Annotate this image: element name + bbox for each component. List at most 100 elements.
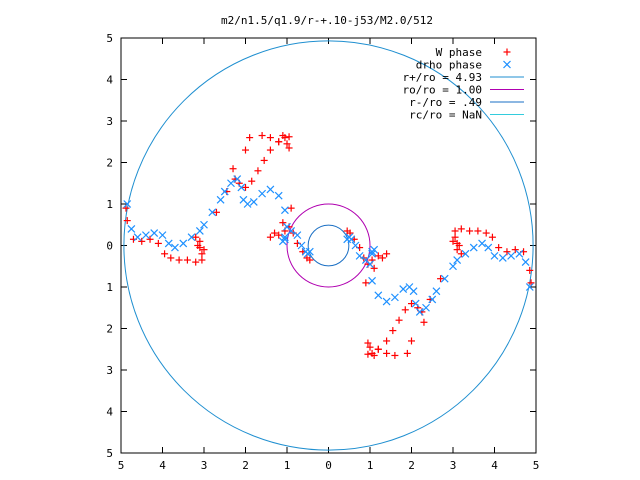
drho-phase-point [515, 249, 524, 258]
w-phase-point [275, 231, 283, 239]
w-phase-point [455, 242, 463, 249]
legend-sample-cross [503, 60, 511, 69]
drho-phase-point [351, 241, 360, 250]
drho-phase-point [461, 249, 470, 258]
y-axis: 5 4 3 2 1 0 1 2 3 4 5 [106, 32, 536, 460]
w-phase-point [364, 339, 372, 347]
drho-phase-point [187, 233, 196, 242]
drho-phase-point [521, 258, 530, 267]
drho-phase-point [281, 235, 289, 244]
w-phase-point [283, 140, 291, 148]
w-phase-point [175, 256, 183, 264]
drho-phase-point [195, 227, 204, 235]
w-phase-point [248, 177, 256, 185]
x-tick-label: 1 [367, 459, 374, 472]
x-tick-label: 4 [159, 459, 166, 472]
drho-phase-point [449, 262, 457, 271]
w-phase-point [395, 316, 403, 324]
w-phase-point [383, 337, 391, 345]
drho-phase-point [409, 287, 418, 296]
drho-phase-point [355, 251, 364, 260]
y-tick-label: 1 [106, 198, 113, 211]
w-phase-point [167, 254, 175, 262]
w-phase-point [451, 233, 459, 241]
drho-phase-point [216, 195, 225, 204]
drho-phase-point [281, 233, 289, 242]
w-phase-point [362, 279, 370, 287]
drho-phase-point [399, 285, 408, 293]
drho-phase-point [227, 179, 235, 188]
w-phase-point [488, 233, 496, 241]
y-tick-label: 2 [106, 323, 113, 336]
x-axis: 5 4 3 2 1 0 1 2 3 4 5 [118, 38, 540, 472]
w-phase-point [271, 229, 279, 237]
w-phase-point [401, 306, 409, 314]
y-tick-label: 3 [106, 115, 113, 128]
drho-phase-point [382, 297, 391, 306]
drho-phase-point [293, 231, 302, 240]
drho-phase-point [297, 241, 306, 250]
w-phase-point [285, 144, 293, 152]
drho-phase-point [525, 283, 534, 291]
drho-phase-point [233, 175, 242, 184]
w-phase-point [266, 134, 274, 142]
y-tick-label: 3 [106, 364, 113, 377]
w-phase-point [389, 327, 397, 335]
drho-phase-point [164, 239, 173, 248]
w-phase-point [192, 233, 200, 241]
w-phase-point [449, 237, 457, 245]
legend-label: W phase [436, 46, 482, 59]
w-phase-point [457, 225, 465, 233]
drho-phase-point [347, 235, 356, 244]
w-phase-point [161, 250, 169, 258]
w-phase-point [306, 256, 314, 264]
w-phase-point [511, 246, 519, 254]
drho-phase-point [133, 233, 142, 242]
w-phase-point [196, 244, 204, 252]
w-phase-point [287, 204, 295, 212]
w-phase-point [242, 183, 249, 191]
circle-ro-boundary [286, 203, 371, 288]
w-phase-point [123, 217, 131, 225]
x-tick-label: 5 [533, 459, 540, 472]
w-phase-point [383, 349, 391, 357]
y-tick-label: 1 [106, 281, 113, 294]
w-phase-point [495, 244, 503, 252]
drho-phase-point [127, 224, 136, 233]
boundary-circles [123, 40, 534, 451]
w-phase-point [403, 349, 411, 357]
drho-phase-point [287, 227, 296, 235]
chart-title: m2/n1.5/q1.9/r-+.10-j53/M2.0/512 [221, 14, 433, 27]
w-phase-point [526, 266, 534, 274]
w-phase-point [503, 248, 511, 256]
w-phase-point [200, 246, 208, 254]
w-phase-point [138, 237, 146, 245]
w-phase-point [246, 134, 254, 142]
w-phase-point [260, 156, 268, 164]
x-tick-label: 3 [450, 459, 457, 472]
w-phase-point [196, 237, 204, 245]
w-phase-point [266, 146, 274, 154]
drho-phase-point [274, 191, 283, 200]
w-phase-point [275, 138, 283, 146]
legend-label: rc/ro = NaN [409, 109, 482, 122]
w-phase-point [198, 250, 206, 258]
circle-r-boundary [307, 224, 350, 267]
drho-phase-point [237, 183, 246, 192]
x-tick-label: 2 [408, 459, 415, 472]
w-phase-point [370, 264, 378, 272]
w-phase-point [374, 252, 382, 260]
drho-phase-point [158, 231, 167, 240]
drho-phase-point [440, 274, 449, 283]
y-tick-label: 5 [106, 447, 113, 460]
drho-phase-point [415, 307, 424, 316]
y-tick-label: 4 [106, 74, 113, 87]
y-tick-label: 2 [106, 157, 113, 170]
drho-phase-point [249, 198, 258, 206]
drho-phase-point [370, 245, 379, 254]
legend-label: ro/ro = 1.00 [403, 84, 482, 97]
w-phase-point [212, 208, 220, 216]
w-phase-point [258, 132, 266, 140]
w-phase-point [242, 146, 249, 154]
